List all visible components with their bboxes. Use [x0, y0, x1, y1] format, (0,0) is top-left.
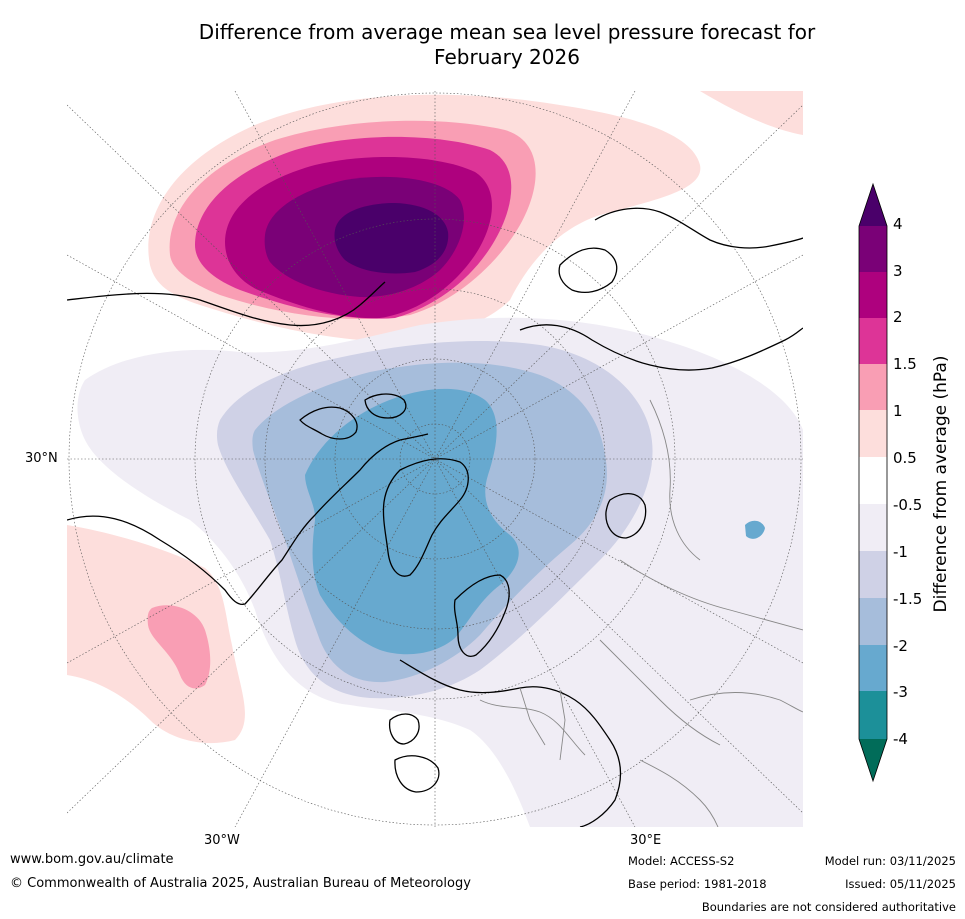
coastline-iberia-britain [388, 713, 440, 793]
contour-above-4 [334, 203, 449, 274]
latitude-label: 30°N [25, 451, 58, 466]
colorbar-tick-label: 1.5 [893, 355, 917, 373]
contour-0.5-1-ne [700, 91, 803, 135]
contour-m2-m3-se [745, 520, 765, 539]
model-name: Model: ACCESS-S2 [628, 854, 735, 868]
coastline-europe [399, 659, 622, 827]
political-boundaries [479, 399, 803, 827]
colorbar-tick-label: 4 [893, 215, 903, 233]
colorbar-tick-label: 1 [893, 402, 903, 420]
colorbar-tick-label: -1 [893, 543, 908, 561]
colorbar-band-m4-m3 [859, 691, 887, 739]
positive-anomaly-atlantic [67, 525, 245, 744]
colorbar-tick-label: 2 [893, 308, 903, 326]
longitude-label-east: 30°E [630, 833, 662, 848]
issued-date: Issued: 05/11/2025 [845, 877, 956, 891]
coastline-caspian [605, 493, 647, 539]
coastline-far-east [558, 247, 618, 293]
base-period: Base period: 1981-2018 [628, 877, 767, 891]
coastline-russia-arctic [519, 324, 803, 371]
colorbar-tick-label: -0.5 [893, 496, 923, 514]
colorbar-tick-label: -2 [893, 637, 908, 655]
colorbar [858, 182, 888, 783]
colorbar-band-m1-m0.5 [859, 504, 887, 551]
colorbar-band-m2-m1.5 [859, 598, 887, 645]
coastline-greenland [382, 458, 469, 577]
colorbar-extend-high [859, 184, 887, 226]
colorbar-band-1.5-2 [859, 318, 887, 364]
colorbar-band-m3-m2 [859, 645, 887, 691]
negative-anomaly-arctic [77, 317, 803, 827]
website-link[interactable]: www.bom.gov.au/climate [10, 852, 174, 867]
colorbar-band-neutral [859, 457, 887, 504]
boundary-disclaimer: Boundaries are not considered authoritat… [701, 900, 956, 914]
coastline-north-america [67, 433, 429, 606]
coastline-siberia-east [594, 207, 803, 249]
colorbar-title: Difference from average (hPa) [931, 355, 951, 613]
colorbar-tick-label: -4 [893, 730, 908, 748]
colorbar-band-m1.5-m1 [859, 551, 887, 598]
colorbar-tick-label: -3 [893, 683, 908, 701]
copyright-text: © Commonwealth of Australia 2025, Austra… [10, 876, 471, 891]
colorbar-outline [858, 182, 888, 783]
colorbar-tick-label: 3 [893, 262, 903, 280]
map-title: Difference from average mean sea level p… [198, 20, 816, 69]
coastline-alaska [67, 281, 386, 327]
colorbar-extend-low [859, 739, 887, 781]
model-run-date: Model run: 03/11/2025 [824, 854, 956, 868]
coastline-scandinavia [453, 574, 510, 657]
positive-anomaly-pacific [148, 91, 803, 341]
contour-m2-m3 [305, 388, 519, 655]
colorbar-band-2-3 [859, 272, 887, 318]
contour-1-1.5-atl [147, 605, 211, 689]
longitude-label-west: 30°W [204, 833, 240, 848]
graticule [67, 91, 803, 827]
coastlines [67, 207, 803, 827]
colorbar-band-0.5-1 [859, 410, 887, 457]
colorbar-band-3-4 [859, 226, 887, 272]
colorbar-band-1-1.5 [859, 364, 887, 410]
colorbar-tick-label: 0.5 [893, 449, 917, 467]
coastline-canadian-archipelago [299, 393, 407, 440]
map-panel [67, 91, 803, 827]
colorbar-tick-label: -1.5 [893, 590, 923, 608]
